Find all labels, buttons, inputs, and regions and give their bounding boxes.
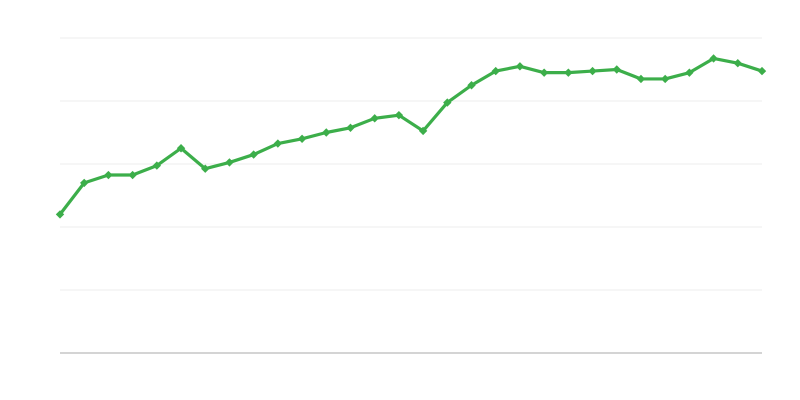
data-point[interactable] xyxy=(636,74,646,84)
data-point[interactable] xyxy=(539,68,549,77)
data-point[interactable] xyxy=(564,68,573,77)
data-point[interactable] xyxy=(104,170,113,180)
data-point[interactable] xyxy=(757,66,767,76)
data-point[interactable] xyxy=(709,54,718,63)
data-point[interactable] xyxy=(225,158,234,167)
data-point[interactable] xyxy=(443,98,452,107)
data-point[interactable] xyxy=(588,66,597,76)
data-point-markers xyxy=(55,54,767,219)
data-point[interactable] xyxy=(491,66,500,76)
data-point[interactable] xyxy=(152,161,162,170)
data-point[interactable] xyxy=(370,114,379,123)
data-point[interactable] xyxy=(733,59,742,68)
data-point[interactable] xyxy=(80,178,89,188)
data-point[interactable] xyxy=(612,65,621,74)
data-point[interactable] xyxy=(685,68,694,77)
data-point[interactable] xyxy=(467,81,476,90)
data-point[interactable] xyxy=(394,110,404,120)
data-point[interactable] xyxy=(322,128,331,137)
data-point[interactable] xyxy=(418,126,428,136)
data-point[interactable] xyxy=(201,164,210,173)
data-point[interactable] xyxy=(55,210,65,219)
data-point[interactable] xyxy=(128,170,137,180)
gridlines xyxy=(60,37,762,291)
data-point[interactable] xyxy=(273,139,283,148)
data-point[interactable] xyxy=(660,74,670,84)
data-point[interactable] xyxy=(176,144,186,153)
data-point[interactable] xyxy=(515,62,525,71)
data-point[interactable] xyxy=(297,134,307,143)
data-point[interactable] xyxy=(346,123,355,132)
data-point[interactable] xyxy=(249,150,258,159)
